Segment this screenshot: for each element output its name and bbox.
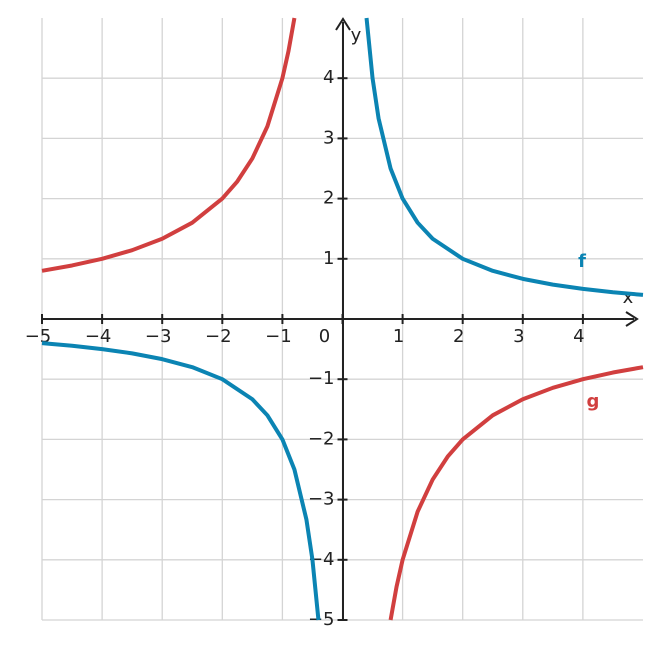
y-tick-label: −1: [308, 368, 335, 389]
x-tick-label: −4: [85, 326, 112, 347]
curve-g: [41, 17, 644, 621]
x-axis-label: x: [623, 287, 634, 308]
x-tick-label: −2: [205, 326, 232, 347]
plot-area: fg: [41, 17, 644, 621]
x-arrow: [625, 311, 639, 327]
y-tick-label: −3: [308, 489, 335, 510]
y-tick-label: 2: [323, 188, 334, 209]
legend-label: g: [587, 391, 600, 412]
x-tick-label: 0: [319, 326, 330, 347]
y-axis-label: y: [351, 25, 362, 46]
x-tick-label: −1: [265, 326, 292, 347]
y-tick-label: 1: [323, 248, 334, 269]
x-tick-label: 3: [513, 326, 524, 347]
curve-f: [41, 17, 644, 621]
x-tick-label: 2: [453, 326, 464, 347]
x-tick-label: 1: [393, 326, 404, 347]
legend-label: f: [578, 251, 586, 272]
y-arrow: [335, 17, 351, 31]
y-tick-label: 3: [323, 127, 334, 148]
y-tick-label: −5: [308, 609, 335, 630]
x-tick-label: −3: [145, 326, 172, 347]
x-tick-label: 4: [573, 326, 584, 347]
y-tick-label: 4: [323, 67, 334, 88]
y-tick-label: −2: [308, 428, 335, 449]
